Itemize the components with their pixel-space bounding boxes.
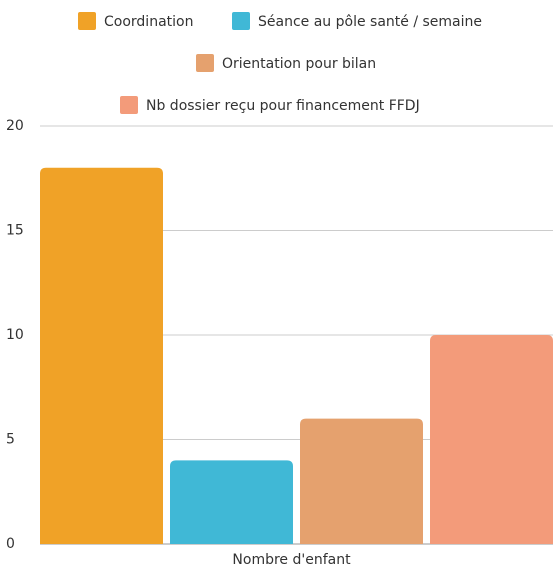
y-tick-label: 0 (6, 536, 15, 552)
bar (430, 335, 553, 544)
legend-swatch (196, 54, 214, 72)
legend-swatch (78, 12, 96, 30)
legend-swatch (232, 12, 250, 30)
legend-label: Coordination (104, 14, 193, 30)
bar (170, 460, 293, 544)
legend-label: Séance au pôle santé / semaine (258, 14, 482, 30)
legend-swatch (120, 96, 138, 114)
y-tick-label: 15 (6, 223, 24, 239)
legend-label: Nb dossier reçu pour financement FFDJ (146, 98, 420, 114)
bar (300, 418, 423, 544)
bar (40, 167, 163, 545)
legend-label: Orientation pour bilan (222, 56, 376, 72)
y-tick-label: 20 (6, 118, 24, 134)
x-tick-label: Nombre d'enfant (232, 552, 351, 566)
y-tick-label: 10 (6, 327, 24, 343)
y-tick-label: 5 (6, 432, 15, 448)
